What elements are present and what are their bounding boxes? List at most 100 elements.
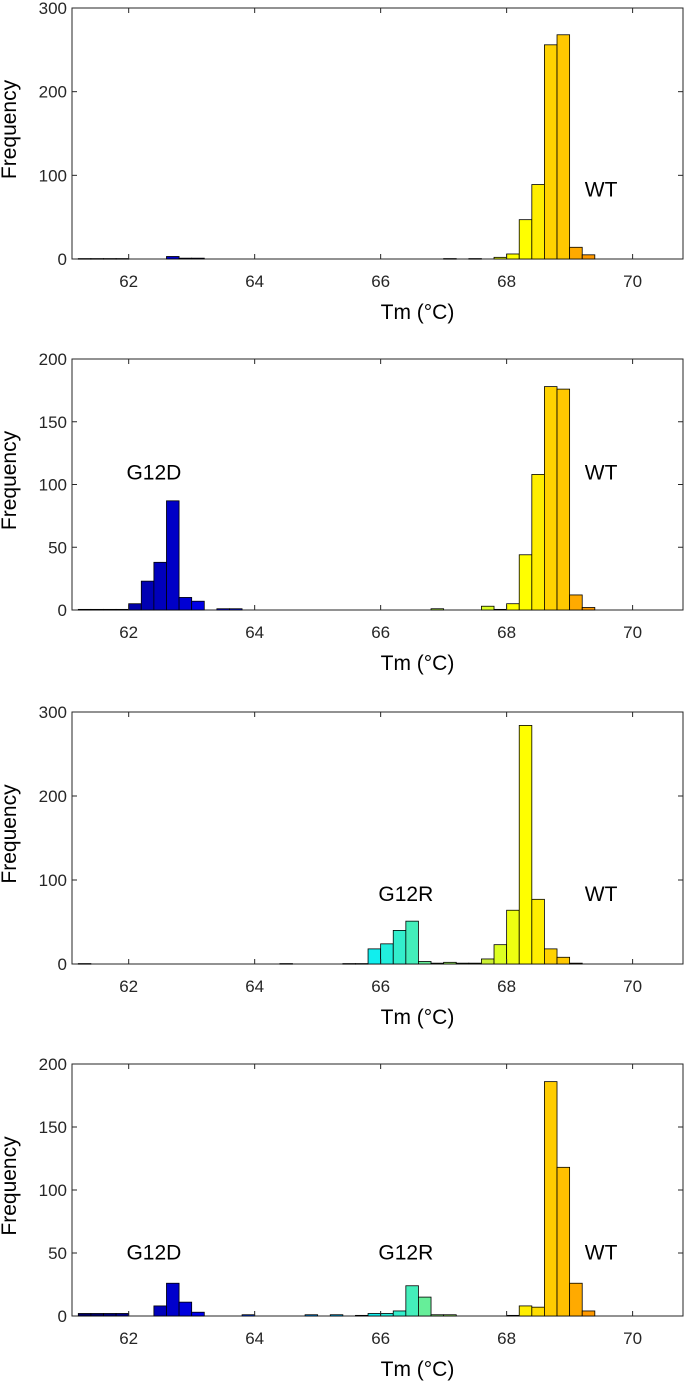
- y-tick-label: 150: [39, 1118, 67, 1137]
- y-tick-label: 50: [48, 538, 67, 557]
- x-tick-label: 70: [623, 977, 642, 996]
- y-tick-label: 200: [39, 787, 67, 806]
- histogram-bar: [90, 608, 104, 611]
- histogram-bar: [569, 962, 583, 965]
- histogram-bar: [216, 608, 230, 611]
- histogram-bar: [191, 600, 205, 611]
- annotation-label: G12D: [126, 461, 181, 484]
- annotation-label: WT: [585, 178, 618, 201]
- histogram-bar: [355, 1314, 369, 1317]
- x-tick-label: 66: [371, 623, 390, 642]
- histogram-bar: [153, 561, 167, 611]
- y-axis-title: Frequency: [0, 430, 21, 530]
- histogram-bar: [443, 1314, 457, 1317]
- y-tick-label: 300: [39, 0, 67, 18]
- x-tick-label: 68: [497, 272, 516, 291]
- histogram-bar: [569, 594, 583, 611]
- histogram-bar: [493, 256, 508, 260]
- annotation-label: G12R: [378, 1241, 433, 1264]
- histogram-bar: [531, 184, 545, 260]
- x-tick-label: 70: [623, 1329, 642, 1348]
- histogram-bar: [304, 1314, 319, 1317]
- y-tick-label: 200: [39, 1055, 67, 1074]
- histogram-bar: [342, 963, 356, 965]
- annotation-label: WT: [585, 1241, 618, 1264]
- chart-panel-4: 62 64 66 68 70 0 50 100 150 200 Tm (°C) Frequency G1…: [0, 1055, 684, 1381]
- histogram-bar: [556, 1166, 571, 1317]
- y-tick-label: 100: [39, 871, 67, 890]
- histogram-bar: [367, 1313, 382, 1317]
- histogram-bar: [153, 1305, 167, 1317]
- histogram-bar: [166, 256, 180, 260]
- histogram-bar: [556, 956, 571, 965]
- histogram-bar: [367, 948, 382, 965]
- histogram-bar: [115, 258, 130, 260]
- histogram-bar: [518, 1305, 533, 1317]
- histogram-bar: [128, 603, 142, 611]
- y-tick-label: 0: [58, 1307, 67, 1326]
- histogram-bar: [493, 608, 508, 611]
- histogram-bar: [103, 1313, 117, 1317]
- histogram-bar: [481, 958, 495, 965]
- x-tick-label: 66: [371, 977, 390, 996]
- histogram-bar: [418, 961, 432, 965]
- histogram-bar: [468, 258, 482, 260]
- histogram-bar: [531, 1306, 545, 1317]
- y-tick-label: 200: [39, 350, 67, 369]
- histogram-bar: [140, 580, 155, 611]
- annotation-label: WT: [585, 883, 618, 906]
- histogram-bar: [443, 961, 457, 965]
- histogram-bar: [455, 962, 470, 965]
- histogram-bar: [443, 258, 457, 260]
- y-tick-label: 100: [39, 1181, 67, 1200]
- histogram-bar: [518, 219, 533, 260]
- chart-panel-1: 62 64 66 68 70 0 100 200 300 Tm (°C) Frequency WT: [0, 0, 684, 324]
- x-tick-label: 62: [119, 272, 138, 291]
- histogram-bar: [115, 608, 130, 611]
- y-tick-label: 200: [39, 83, 67, 102]
- y-tick-label: 0: [58, 250, 67, 269]
- x-tick-label: 70: [623, 272, 642, 291]
- histogram-bar: [468, 962, 482, 965]
- x-axis-title: Tm (°C): [381, 1006, 455, 1029]
- x-tick-label: 62: [119, 1329, 138, 1348]
- histogram-bar: [544, 948, 558, 965]
- y-axis-title: Frequency: [0, 784, 21, 884]
- histogram-bar: [90, 1313, 104, 1317]
- x-tick-label: 68: [497, 1329, 516, 1348]
- histogram-bar: [506, 909, 520, 965]
- histogram-bar: [90, 258, 104, 260]
- histogram-bar: [241, 1314, 256, 1317]
- histogram-bar: [77, 1313, 92, 1317]
- histogram-bar: [569, 1282, 583, 1317]
- y-axis-title: Frequency: [0, 1136, 21, 1236]
- histogram-bar: [191, 257, 205, 260]
- x-axis-title: Tm (°C): [381, 652, 455, 675]
- histogram-bar: [405, 1285, 419, 1317]
- x-tick-label: 70: [623, 623, 642, 642]
- histogram-bar: [191, 1311, 205, 1317]
- x-tick-label: 66: [371, 1329, 390, 1348]
- y-tick-label: 100: [39, 166, 67, 185]
- annotation-label: G12R: [378, 883, 433, 906]
- x-tick-label: 64: [245, 1329, 264, 1348]
- histogram-bar: [506, 1314, 520, 1317]
- histogram-bar: [279, 963, 293, 965]
- histogram-bar: [518, 725, 533, 965]
- histogram-bar: [103, 608, 117, 611]
- histogram-bar: [380, 943, 394, 965]
- histogram-bar: [493, 944, 508, 965]
- histogram-bar: [166, 1282, 180, 1317]
- histogram-bar: [506, 603, 520, 611]
- histogram-bar: [405, 920, 419, 965]
- histogram-bar: [430, 608, 445, 611]
- histogram-bar: [392, 930, 407, 965]
- y-axis-title: Frequency: [0, 79, 21, 179]
- x-tick-label: 64: [245, 272, 264, 291]
- histogram-bar: [355, 963, 369, 965]
- x-tick-label: 64: [245, 977, 264, 996]
- y-tick-label: 50: [48, 1244, 67, 1263]
- x-tick-label: 68: [497, 977, 516, 996]
- y-tick-label: 300: [39, 703, 67, 722]
